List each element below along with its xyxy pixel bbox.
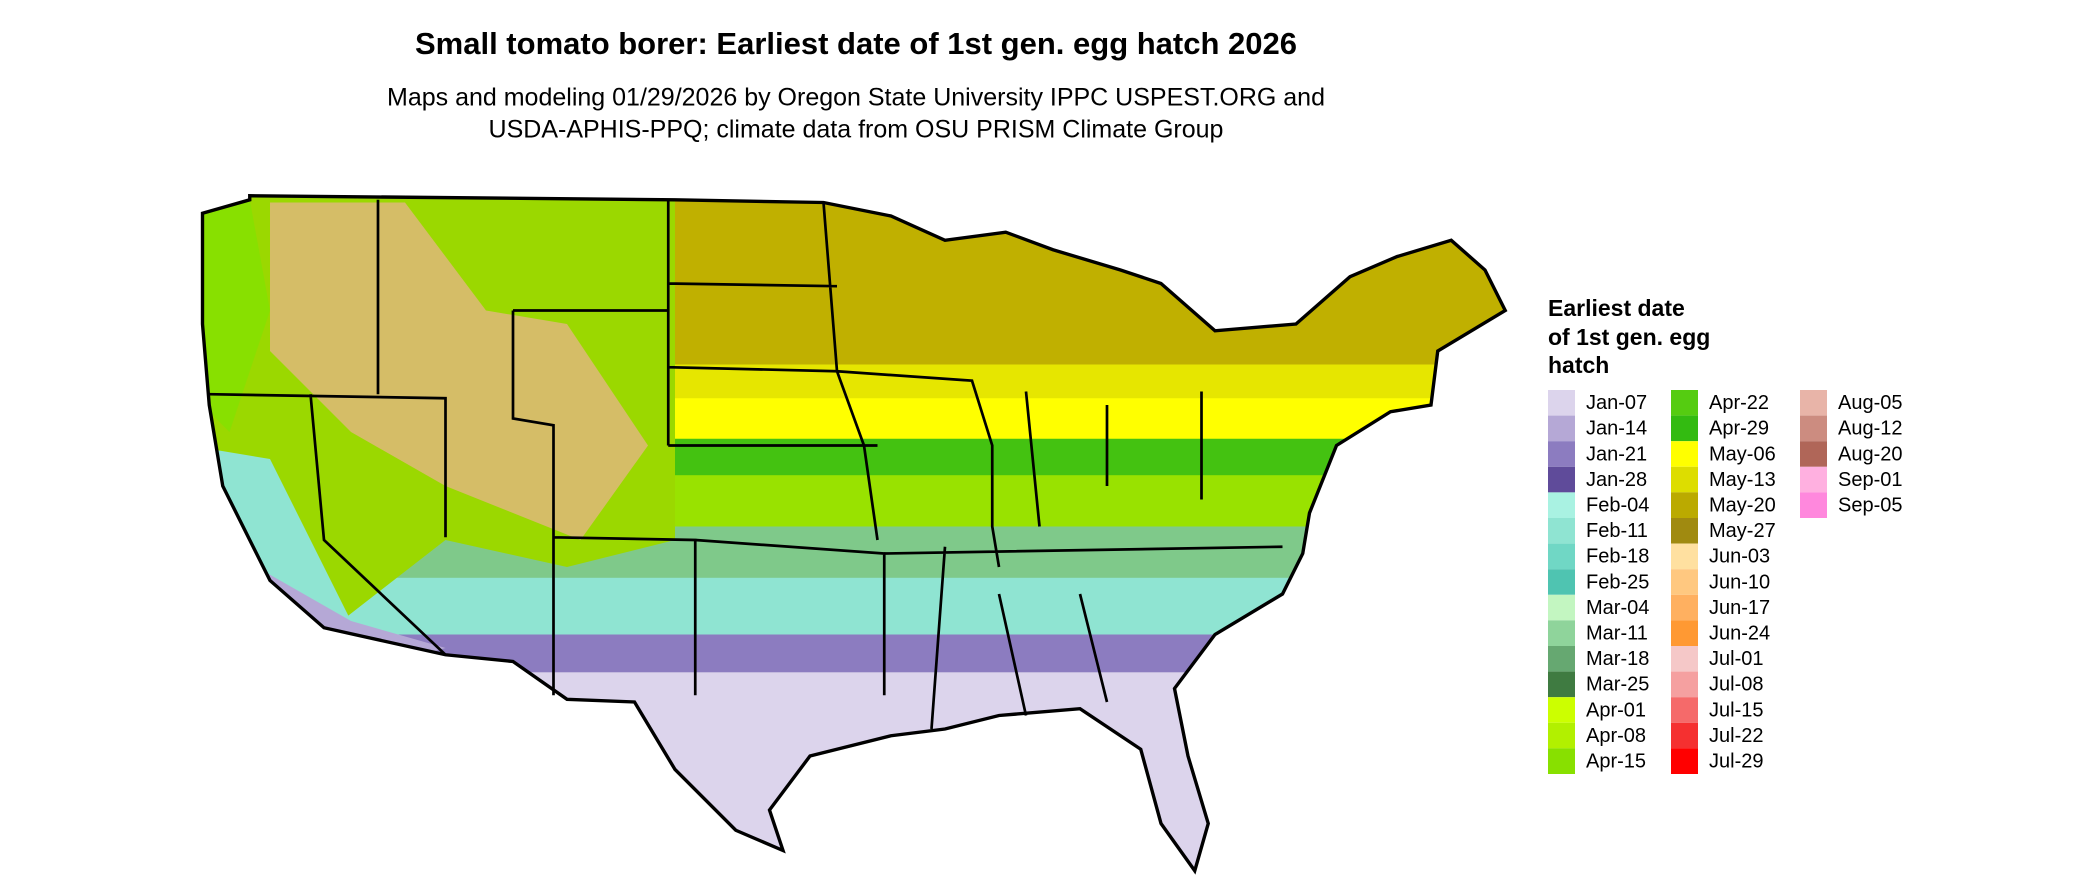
- zone: [202, 672, 1506, 871]
- legend-label: Sep-01: [1838, 469, 1903, 491]
- legend-swatch: [1548, 722, 1575, 749]
- legend-swatch: [1671, 722, 1698, 749]
- legend-swatch: [1671, 646, 1698, 672]
- legend-swatch: [1671, 466, 1698, 493]
- legend-label: Mar-11: [1586, 622, 1648, 644]
- legend-swatch: [1548, 646, 1575, 672]
- legend-label: Feb-25: [1586, 571, 1649, 593]
- legend-swatch: [1671, 390, 1698, 416]
- legend-swatch: [1800, 492, 1827, 518]
- legend-swatch: [1548, 594, 1575, 621]
- legend-label: Aug-05: [1838, 392, 1903, 414]
- us-outline: [200, 194, 1508, 875]
- legend-label: Jun-10: [1709, 571, 1770, 593]
- legend-swatch: [1800, 466, 1827, 493]
- zone: [202, 577, 1506, 639]
- legend-label: Apr-29: [1709, 418, 1769, 440]
- legend-label: Apr-01: [1586, 699, 1646, 721]
- legend-label: Mar-04: [1586, 597, 1649, 619]
- legend-swatch: [1671, 748, 1698, 774]
- legend-label: Apr-22: [1709, 392, 1769, 414]
- legend-swatch: [1671, 697, 1698, 723]
- legend-swatch: [1671, 518, 1698, 544]
- legend-swatch: [1548, 620, 1575, 646]
- legend-swatch: [1800, 415, 1827, 442]
- map-fill: [202, 195, 1506, 871]
- legend-swatch: [1671, 492, 1698, 518]
- legend-label: Jan-21: [1586, 443, 1647, 465]
- legend-swatch: [1548, 518, 1575, 544]
- legend-swatch: [1548, 543, 1575, 570]
- legend-title: of 1st gen. egg: [1548, 324, 1710, 350]
- legend-label: Jun-24: [1709, 622, 1770, 644]
- legend-swatch: [1548, 748, 1575, 774]
- legend-label: Aug-12: [1838, 418, 1903, 440]
- legend-label: Mar-18: [1586, 648, 1649, 670]
- legend-swatch: [1548, 569, 1575, 595]
- legend-label: Jun-17: [1709, 597, 1770, 619]
- legend-swatch: [1671, 415, 1698, 442]
- legend-label: Sep-05: [1838, 494, 1903, 516]
- legend-swatch: [1671, 569, 1698, 595]
- legend-label: Jul-29: [1709, 750, 1763, 772]
- legend-swatch: [1548, 492, 1575, 518]
- legend-swatch: [1671, 671, 1698, 698]
- legend-swatch: [1671, 620, 1698, 646]
- legend-label: Jul-15: [1709, 699, 1763, 721]
- legend-label: Aug-20: [1838, 443, 1903, 465]
- legend: Earliest date of 1st gen. egg hatch Jan-…: [1548, 295, 1903, 774]
- title: Small tomato borer: Earliest date of 1st…: [415, 26, 1297, 61]
- legend-swatch: [1548, 390, 1575, 416]
- legend-swatch: [1548, 415, 1575, 442]
- legend-label: Feb-18: [1586, 546, 1649, 568]
- legend-swatch: [1548, 697, 1575, 723]
- us-map: [200, 194, 1508, 875]
- legend-label: Mar-25: [1586, 674, 1649, 696]
- legend-label: Jul-01: [1709, 648, 1763, 670]
- legend-label: Apr-08: [1586, 725, 1646, 747]
- legend-label: May-27: [1709, 520, 1776, 542]
- legend-swatch: [1671, 441, 1698, 467]
- legend-label: Feb-04: [1586, 494, 1649, 516]
- legend-label: Apr-15: [1586, 750, 1646, 772]
- legend-label: Jul-08: [1709, 674, 1763, 696]
- legend-label: Jul-22: [1709, 725, 1763, 747]
- legend-swatch: [1671, 543, 1698, 570]
- legend-swatch: [1548, 466, 1575, 493]
- legend-label: May-13: [1709, 469, 1776, 491]
- legend-label: May-06: [1709, 443, 1776, 465]
- legend-title: Earliest date: [1548, 295, 1685, 321]
- legend-swatch: [1548, 441, 1575, 467]
- legend-swatch: [1800, 390, 1827, 416]
- legend-swatch: [1671, 594, 1698, 621]
- legend-label: Jun-03: [1709, 546, 1770, 568]
- legend-label: Jan-07: [1586, 392, 1647, 414]
- subtitle: Maps and modeling 01/29/2026 by Oregon S…: [387, 84, 1325, 112]
- legend-label: Feb-11: [1586, 520, 1648, 542]
- legend-title: hatch: [1548, 352, 1609, 378]
- zone: [202, 199, 271, 433]
- legend-label: Jan-28: [1586, 469, 1647, 491]
- subtitle: USDA-APHIS-PPQ; climate data from OSU PR…: [489, 116, 1224, 144]
- state-lines: [209, 199, 1283, 730]
- legend-swatch: [1548, 671, 1575, 698]
- legend-label: Jan-14: [1586, 418, 1647, 440]
- legend-label: May-20: [1709, 494, 1776, 516]
- legend-swatch: [1800, 441, 1827, 467]
